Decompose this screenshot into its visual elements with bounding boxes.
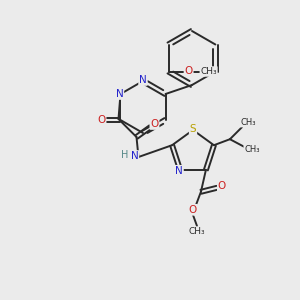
Text: CH₃: CH₃ (200, 67, 217, 76)
Text: CH₃: CH₃ (240, 118, 256, 127)
Text: N: N (175, 166, 183, 176)
Text: O: O (184, 65, 193, 76)
Text: N: N (139, 75, 147, 85)
Text: O: O (98, 115, 106, 125)
Text: O: O (218, 181, 226, 191)
Text: H: H (121, 150, 128, 160)
Text: S: S (190, 124, 196, 134)
Text: O: O (189, 205, 197, 215)
Text: N: N (116, 89, 123, 99)
Text: O: O (150, 119, 159, 129)
Text: CH₃: CH₃ (244, 145, 260, 154)
Text: CH₃: CH₃ (189, 227, 205, 236)
Text: N: N (130, 151, 138, 161)
